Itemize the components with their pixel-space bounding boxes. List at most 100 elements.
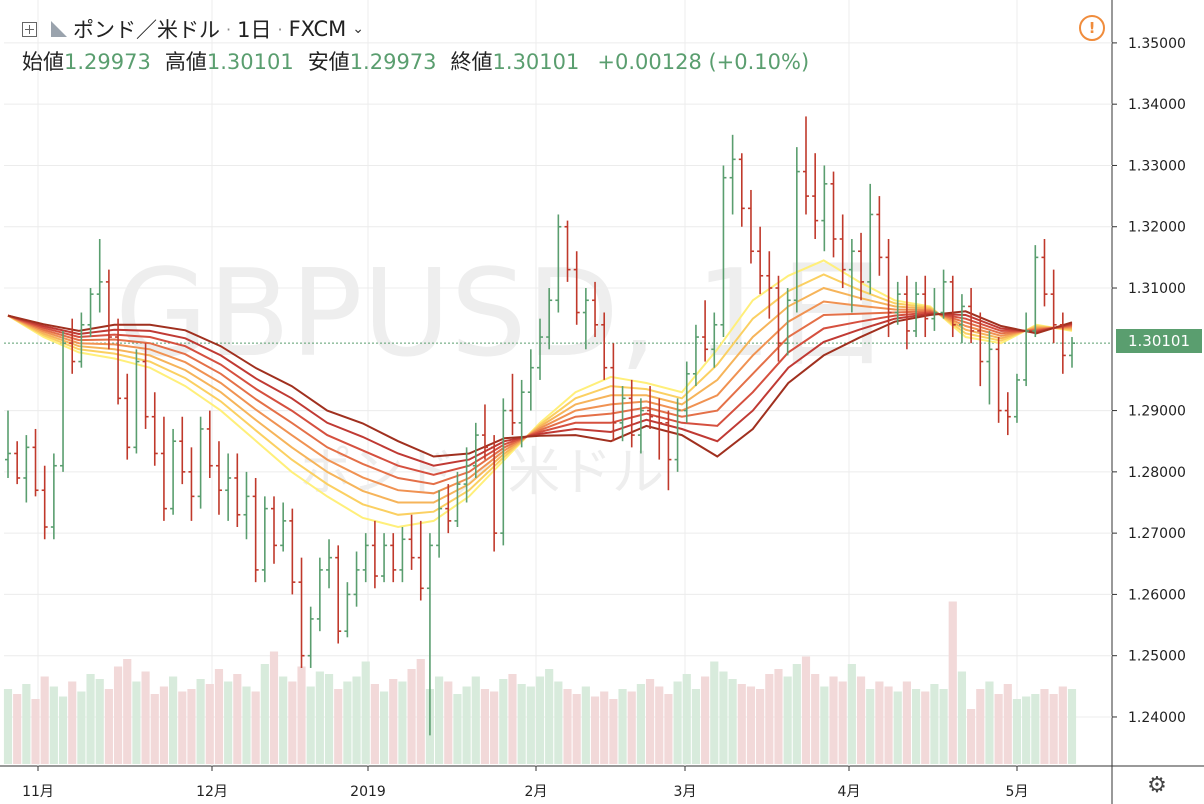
volume-bar <box>306 686 315 764</box>
volume-bar <box>141 671 150 764</box>
candle <box>472 422 479 478</box>
ma-line-2 <box>7 273 1073 516</box>
candle <box>50 453 57 540</box>
volume-bar <box>49 686 58 764</box>
volume-bar <box>86 674 95 764</box>
volume-bar <box>214 669 224 764</box>
volume-bar <box>728 679 737 764</box>
candle <box>215 441 222 515</box>
volume-bar <box>976 689 985 764</box>
alert-icon[interactable]: ! <box>1079 15 1105 41</box>
volume-bar <box>260 664 269 764</box>
candle <box>830 171 837 258</box>
volume-bar <box>150 694 159 764</box>
volume-bar <box>590 696 600 764</box>
volume-bar <box>673 681 682 764</box>
candle <box>674 398 681 472</box>
candle <box>1032 245 1039 338</box>
candle <box>500 398 507 546</box>
volume-bar <box>58 696 68 764</box>
candle <box>243 471 250 540</box>
ma-line-1 <box>7 259 1073 529</box>
symbol-name[interactable]: ポンド／米ドル <box>73 18 220 42</box>
volume-bar <box>104 689 113 764</box>
x-tick-label: 11月 <box>22 784 54 800</box>
plus-box-icon[interactable] <box>22 21 37 37</box>
candle <box>738 153 745 227</box>
symbol-row: ポンド／米ドル · 1日 · FXCM ⌄ <box>22 14 364 44</box>
volume-bar <box>361 661 370 764</box>
volume-bar <box>517 684 526 764</box>
candle <box>481 404 488 460</box>
ma-line-4 <box>7 300 1073 495</box>
y-tick-label: 1.32000 <box>1128 220 1186 236</box>
candle <box>729 134 736 215</box>
volume-bar <box>765 674 774 764</box>
volume-bar <box>545 669 554 764</box>
y-tick-label: 1.34000 <box>1128 97 1186 113</box>
volume-bar <box>13 694 22 764</box>
source-label[interactable]: FXCM <box>288 17 347 41</box>
candle <box>344 582 351 638</box>
candle <box>1050 269 1057 344</box>
candle <box>564 220 571 282</box>
volume-bar <box>994 694 1003 764</box>
volume-bar <box>838 681 847 764</box>
volume-bar <box>746 686 756 764</box>
volume-bar <box>866 689 875 764</box>
volume-bar <box>535 676 545 764</box>
x-tick-label: 2019 <box>350 784 386 800</box>
ma-line-7 <box>7 312 1073 467</box>
candle <box>931 288 938 331</box>
volume-bar <box>645 679 655 764</box>
volume-bar <box>407 669 416 764</box>
volume-bar <box>187 689 196 764</box>
volume-bar <box>242 686 251 764</box>
volume-bar <box>233 674 242 764</box>
chevron-down-icon[interactable]: ⌄ <box>352 21 365 37</box>
candle <box>977 312 984 387</box>
x-tick-label: 4月 <box>838 784 861 800</box>
candle <box>115 318 122 405</box>
candle <box>371 520 378 589</box>
candle <box>812 153 819 239</box>
volume-bar <box>820 686 829 764</box>
candle <box>647 386 654 429</box>
volume-bar <box>792 664 801 764</box>
change-value: +0.00128 (+0.10%) <box>597 50 810 74</box>
volume-bar <box>985 681 994 764</box>
candle <box>179 416 186 485</box>
candle <box>280 502 287 552</box>
gear-icon[interactable]: ⚙ <box>1147 773 1167 798</box>
candle <box>885 238 892 338</box>
x-tick-label: 3月 <box>674 784 697 800</box>
volume-bar <box>967 709 976 764</box>
candle <box>78 312 85 368</box>
volume-bar <box>334 689 343 764</box>
volume-bar <box>343 681 352 764</box>
low-label: 安値 <box>307 50 350 74</box>
volume-bar <box>939 689 948 764</box>
volume-bar <box>77 691 86 764</box>
candle <box>711 312 718 368</box>
candle <box>757 226 764 295</box>
volume-bar <box>269 651 279 764</box>
volume-bar <box>774 669 783 764</box>
volume-bar <box>324 674 334 764</box>
candle <box>601 312 608 380</box>
low-value: 1.29973 <box>349 50 437 74</box>
candle <box>234 453 241 528</box>
volume-bar <box>609 699 618 764</box>
candle <box>353 551 360 607</box>
interval-label[interactable]: 1日 <box>237 18 272 42</box>
volume-bar <box>132 681 141 764</box>
volume-bar <box>618 689 627 764</box>
candle <box>225 453 232 521</box>
volume-bar <box>554 681 563 764</box>
candle <box>702 300 709 362</box>
candle <box>298 557 305 668</box>
volume-bar <box>178 691 187 764</box>
volume-bar <box>490 691 499 764</box>
close-label: 終値 <box>450 50 493 74</box>
